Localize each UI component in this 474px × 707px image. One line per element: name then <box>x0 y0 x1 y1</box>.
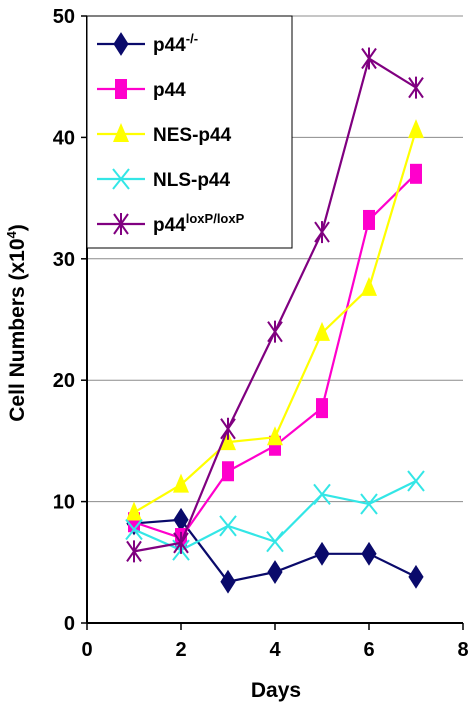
y-axis-title-end: ) <box>6 224 29 231</box>
y-tick-label: 50 <box>53 6 75 28</box>
legend-label-sup: -/- <box>186 31 198 46</box>
series-1 <box>126 507 424 594</box>
y-axis-title-sup: 4 <box>4 230 19 238</box>
legend-label: p44-/- <box>153 31 198 56</box>
series-3 <box>126 119 424 521</box>
x-tick-label: 2 <box>175 639 186 661</box>
data-point <box>220 417 236 440</box>
data-point <box>267 560 283 584</box>
y-axis-title-main: Cell Numbers (x10 <box>6 238 29 421</box>
x-tick-label: 4 <box>269 639 281 661</box>
data-point <box>219 515 237 537</box>
data-point <box>267 320 283 343</box>
legend-item: p44loxP/loxP <box>97 211 245 236</box>
legend-item: NLS-p44 <box>97 168 231 191</box>
data-point <box>316 398 328 419</box>
legend-label-sup: loxP/loxP <box>186 211 245 226</box>
data-point <box>267 426 283 446</box>
legend-item: p44 <box>97 79 186 101</box>
legend-label-main: p44 <box>153 35 186 56</box>
legend-label: NLS-p44 <box>153 170 231 191</box>
y-tick-label: 20 <box>53 370 75 392</box>
x-tick-label: 6 <box>363 639 374 661</box>
data-point <box>408 564 424 589</box>
legend-marker <box>113 32 129 56</box>
data-point <box>408 76 424 99</box>
legend-label-main: NLS-p44 <box>153 170 231 191</box>
data-point <box>220 431 236 451</box>
tick-labels: 0 10 20 30 40 50 0 2 4 6 8 <box>53 6 469 661</box>
legend-marker <box>113 123 129 142</box>
data-point <box>314 221 330 244</box>
y-tick-label: 10 <box>53 492 75 514</box>
legend-label-main: NES-p44 <box>153 125 232 146</box>
data-point <box>222 461 234 482</box>
x-tick-label: 0 <box>81 639 92 661</box>
data-point <box>360 493 378 515</box>
data-point <box>313 483 331 505</box>
data-point <box>314 321 330 341</box>
legend-label: NES-p44 <box>153 125 232 146</box>
data-point <box>407 470 425 492</box>
y-axis-title: Cell Numbers (x104) <box>4 224 29 421</box>
legend-marker <box>115 79 127 99</box>
data-point <box>314 541 330 566</box>
legend-label: p44loxP/loxP <box>153 211 245 236</box>
data-point <box>266 531 284 553</box>
data-point <box>361 541 377 566</box>
x-tick-label: 8 <box>457 639 468 661</box>
y-tick-label: 0 <box>64 613 75 635</box>
data-point <box>125 518 143 541</box>
data-point <box>220 569 236 594</box>
data-point <box>173 473 189 493</box>
data-point <box>173 531 189 554</box>
data-point <box>126 501 142 521</box>
data-point <box>126 540 142 563</box>
data-point <box>410 163 422 184</box>
legend-label-main: p44 <box>153 215 186 236</box>
x-axis-title: Days <box>251 679 301 702</box>
data-point <box>361 276 377 296</box>
series-4 <box>125 470 425 561</box>
data-point <box>361 47 377 70</box>
legend-marker <box>112 168 130 190</box>
y-tick-label: 30 <box>53 249 75 271</box>
legend-item: NES-p44 <box>97 123 232 146</box>
legend-label-main: p44 <box>153 80 186 101</box>
series-layer <box>125 47 425 594</box>
series-5 <box>126 47 424 563</box>
legend-marker <box>113 213 129 235</box>
y-tick-label: 40 <box>53 127 75 149</box>
legend-item: p44-/- <box>97 31 198 56</box>
data-point <box>408 119 424 139</box>
data-point <box>363 209 375 230</box>
legend-label: p44 <box>153 80 186 101</box>
